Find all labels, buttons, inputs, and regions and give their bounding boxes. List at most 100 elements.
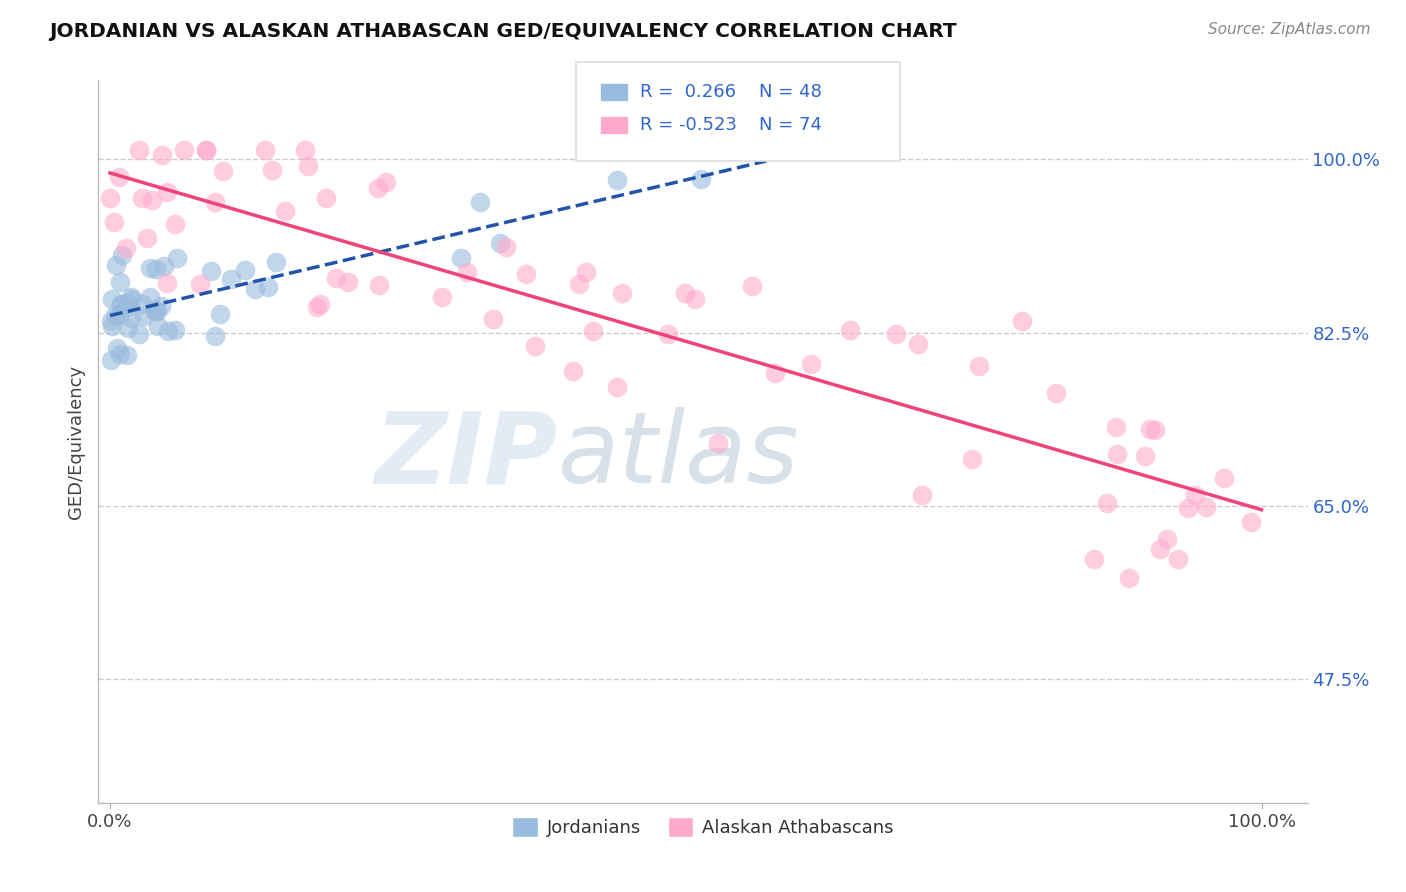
Point xyxy=(1105,447,1128,461)
Point xyxy=(100,191,122,205)
Point xyxy=(707,436,730,450)
Point xyxy=(907,336,929,351)
Point xyxy=(1011,314,1033,328)
Point xyxy=(208,307,231,321)
Text: JORDANIAN VS ALASKAN ATHABASCAN GED/EQUIVALENCY CORRELATION CHART: JORDANIAN VS ALASKAN ATHABASCAN GED/EQUI… xyxy=(49,22,957,41)
Point xyxy=(1177,500,1199,515)
Text: R = -0.523: R = -0.523 xyxy=(640,116,737,134)
Point xyxy=(152,148,174,162)
Point xyxy=(468,194,491,209)
Point xyxy=(110,275,132,289)
Point xyxy=(307,300,329,314)
Point xyxy=(264,255,287,269)
Point xyxy=(606,379,628,393)
Point xyxy=(568,277,591,291)
Point xyxy=(143,304,166,318)
Point xyxy=(523,338,546,352)
Point xyxy=(139,261,162,276)
Point xyxy=(1104,420,1126,434)
Point xyxy=(139,290,162,304)
Point xyxy=(1118,571,1140,585)
Point xyxy=(243,282,266,296)
Point xyxy=(156,185,179,199)
Text: ZIP: ZIP xyxy=(375,408,558,505)
Point xyxy=(368,277,391,292)
Point xyxy=(325,271,347,285)
Point xyxy=(1045,386,1067,401)
Point xyxy=(1167,552,1189,566)
Point xyxy=(117,321,139,335)
Point xyxy=(121,293,143,307)
Point xyxy=(131,191,153,205)
Point xyxy=(482,312,505,326)
Point xyxy=(107,308,129,322)
Point xyxy=(115,348,138,362)
Point xyxy=(145,261,167,276)
Point xyxy=(200,264,222,278)
Point xyxy=(1212,471,1234,485)
Point xyxy=(1240,516,1263,530)
Point xyxy=(195,143,218,157)
Point xyxy=(838,323,860,337)
Point xyxy=(315,191,337,205)
Point xyxy=(884,326,907,341)
Point xyxy=(800,357,823,371)
Point xyxy=(136,231,159,245)
Point xyxy=(260,163,283,178)
Point xyxy=(100,319,122,334)
Legend: Jordanians, Alaskan Athabascans: Jordanians, Alaskan Athabascans xyxy=(505,810,901,845)
Point xyxy=(450,251,472,265)
Point xyxy=(141,193,163,207)
Point xyxy=(120,311,142,326)
Point xyxy=(163,217,186,231)
Point xyxy=(100,292,122,306)
Point xyxy=(100,353,122,368)
Point xyxy=(156,324,179,338)
Point xyxy=(612,285,634,300)
Point xyxy=(297,159,319,173)
Point xyxy=(430,290,453,304)
Point xyxy=(1184,488,1206,502)
Text: N = 48: N = 48 xyxy=(759,83,823,101)
Point xyxy=(575,265,598,279)
Point xyxy=(149,299,172,313)
Text: N = 74: N = 74 xyxy=(759,116,823,134)
Point xyxy=(108,346,131,360)
Point xyxy=(204,329,226,343)
Point xyxy=(114,301,136,315)
Point xyxy=(685,293,707,307)
Point xyxy=(274,204,297,219)
Point xyxy=(100,314,122,328)
Point xyxy=(309,297,332,311)
Point xyxy=(657,327,679,342)
Point xyxy=(131,297,153,311)
Point xyxy=(152,259,174,273)
Point xyxy=(143,302,166,317)
Text: R =  0.266: R = 0.266 xyxy=(640,83,735,101)
Point xyxy=(120,290,142,304)
Point xyxy=(581,324,603,338)
Point xyxy=(204,194,226,209)
Point xyxy=(690,171,713,186)
Point xyxy=(1083,552,1105,566)
Point xyxy=(115,241,138,255)
Point xyxy=(190,277,212,292)
Point xyxy=(219,272,242,286)
Point xyxy=(337,276,360,290)
Point xyxy=(562,364,585,378)
Point xyxy=(606,173,628,187)
Point xyxy=(495,240,517,254)
Point xyxy=(1139,422,1161,436)
Point xyxy=(105,341,128,355)
Point xyxy=(741,279,763,293)
Point xyxy=(960,452,983,467)
Point xyxy=(128,326,150,341)
Point xyxy=(132,309,155,323)
Point xyxy=(456,265,478,279)
Point xyxy=(111,248,134,262)
Point xyxy=(110,298,132,312)
Point xyxy=(104,308,127,322)
Point xyxy=(256,279,278,293)
Point xyxy=(367,181,389,195)
Point xyxy=(1143,423,1166,437)
